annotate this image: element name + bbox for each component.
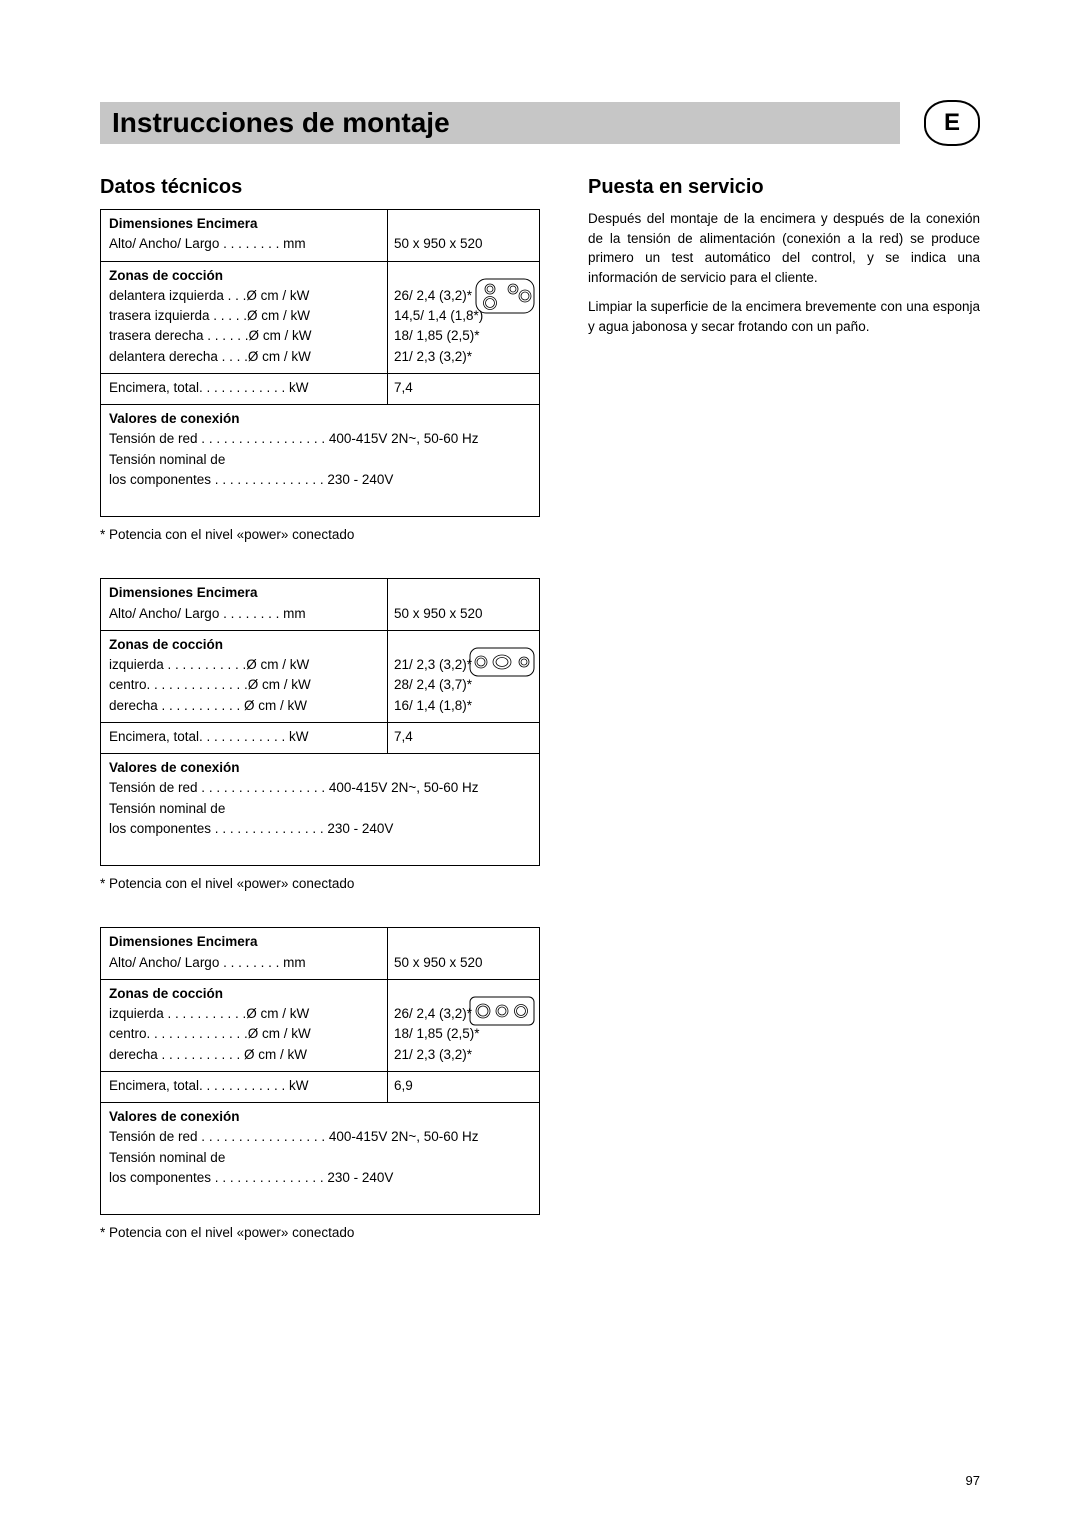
hob-icon xyxy=(475,278,535,314)
total-line: Encimera, total. . . . . . . . . . . . k… xyxy=(109,729,309,744)
zone-line: derecha . . . . . . . . . . . Ø cm / kW xyxy=(109,1047,307,1062)
footnote: * Potencia con el nivel «power» conectad… xyxy=(100,876,540,891)
conn-line: Tensión nominal de xyxy=(109,801,225,816)
total-line: Encimera, total. . . . . . . . . . . . k… xyxy=(109,380,309,395)
zone-value: 14,5/ 1,4 (1,8*) xyxy=(394,308,483,323)
zone-value: 26/ 2,4 (3,2)* xyxy=(394,1006,472,1021)
conn-line: los componentes . . . . . . . . . . . . … xyxy=(109,821,393,836)
zone-line: trasera izquierda . . . . .Ø cm / kW xyxy=(109,308,310,323)
zone-line: centro. . . . . . . . . . . . . .Ø cm / … xyxy=(109,677,311,692)
dim-row: Alto/ Ancho/ Largo . . . . . . . . mm xyxy=(109,236,306,251)
title-strip: Instrucciones de montaje xyxy=(100,102,900,144)
hob-icon xyxy=(469,647,535,677)
total-value: 6,9 xyxy=(394,1078,413,1093)
conn-line: los componentes . . . . . . . . . . . . … xyxy=(109,472,393,487)
zone-line: delantera izquierda . . .Ø cm / kW xyxy=(109,288,309,303)
conn-line: los componentes . . . . . . . . . . . . … xyxy=(109,1170,393,1185)
zones-label: Zonas de cocción xyxy=(109,268,223,283)
page-title: Instrucciones de montaje xyxy=(112,107,450,139)
dim-value: 50 x 950 x 520 xyxy=(394,955,483,970)
language-badge: E xyxy=(924,100,980,146)
spec-table: Dimensiones Encimera Alto/ Ancho/ Largo .… xyxy=(100,927,540,1215)
zone-value: 18/ 1,85 (2,5)* xyxy=(394,1026,480,1041)
intro-paragraph-2: Limpiar la superficie de la encimera bre… xyxy=(588,297,980,336)
conn-label: Valores de conexión xyxy=(109,1109,240,1124)
dim-label: Dimensiones Encimera xyxy=(109,934,258,949)
total-value: 7,4 xyxy=(394,729,413,744)
zone-value: 26/ 2,4 (3,2)* xyxy=(394,288,472,303)
conn-line: Tensión de red . . . . . . . . . . . . .… xyxy=(109,1129,479,1144)
spec-table: Dimensiones Encimera Alto/ Ancho/ Largo .… xyxy=(100,578,540,866)
dim-value: 50 x 950 x 520 xyxy=(394,606,483,621)
zones-label: Zonas de cocción xyxy=(109,986,223,1001)
zone-value: 18/ 1,85 (2,5)* xyxy=(394,328,480,343)
footnote: * Potencia con el nivel «power» conectad… xyxy=(100,527,540,542)
page-number: 97 xyxy=(966,1473,980,1488)
conn-label: Valores de conexión xyxy=(109,760,240,775)
zone-value: 16/ 1,4 (1,8)* xyxy=(394,698,472,713)
zone-value: 21/ 2,3 (3,2)* xyxy=(394,1047,472,1062)
dim-row: Alto/ Ancho/ Largo . . . . . . . . mm xyxy=(109,955,306,970)
conn-line: Tensión de red . . . . . . . . . . . . .… xyxy=(109,431,479,446)
conn-line: Tensión de red . . . . . . . . . . . . .… xyxy=(109,780,479,795)
dim-label: Dimensiones Encimera xyxy=(109,216,258,231)
right-column: Puesta en servicio Después del montaje d… xyxy=(588,176,980,1276)
total-value: 7,4 xyxy=(394,380,413,395)
zone-line: izquierda . . . . . . . . . . .Ø cm / kW xyxy=(109,657,309,672)
language-code: E xyxy=(944,109,960,137)
zone-value: 21/ 2,3 (3,2)* xyxy=(394,657,472,672)
zone-line: delantera derecha . . . .Ø cm / kW xyxy=(109,349,311,364)
section-heading-puesta: Puesta en servicio xyxy=(588,176,980,199)
conn-line: Tensión nominal de xyxy=(109,452,225,467)
title-bar: Instrucciones de montaje E xyxy=(100,100,980,146)
left-column: Datos técnicos Dimensiones Encimera Alto/… xyxy=(100,176,540,1276)
zone-line: izquierda . . . . . . . . . . .Ø cm / kW xyxy=(109,1006,309,1021)
dim-value: 50 x 950 x 520 xyxy=(394,236,483,251)
dim-label: Dimensiones Encimera xyxy=(109,585,258,600)
zone-value: 21/ 2,3 (3,2)* xyxy=(394,349,472,364)
intro-paragraph-1: Después del montaje de la encimera y des… xyxy=(588,209,980,287)
zone-value: 28/ 2,4 (3,7)* xyxy=(394,677,472,692)
hob-icon xyxy=(469,996,535,1026)
zone-line: centro. . . . . . . . . . . . . .Ø cm / … xyxy=(109,1026,311,1041)
zone-line: derecha . . . . . . . . . . . Ø cm / kW xyxy=(109,698,307,713)
footnote: * Potencia con el nivel «power» conectad… xyxy=(100,1225,540,1240)
total-line: Encimera, total. . . . . . . . . . . . k… xyxy=(109,1078,309,1093)
spec-table: Dimensiones Encimera Alto/ Ancho/ Largo .… xyxy=(100,209,540,517)
conn-label: Valores de conexión xyxy=(109,411,240,426)
zones-label: Zonas de cocción xyxy=(109,637,223,652)
section-heading-datos: Datos técnicos xyxy=(100,176,540,199)
dim-row: Alto/ Ancho/ Largo . . . . . . . . mm xyxy=(109,606,306,621)
zone-line: trasera derecha . . . . . .Ø cm / kW xyxy=(109,328,312,343)
conn-line: Tensión nominal de xyxy=(109,1150,225,1165)
